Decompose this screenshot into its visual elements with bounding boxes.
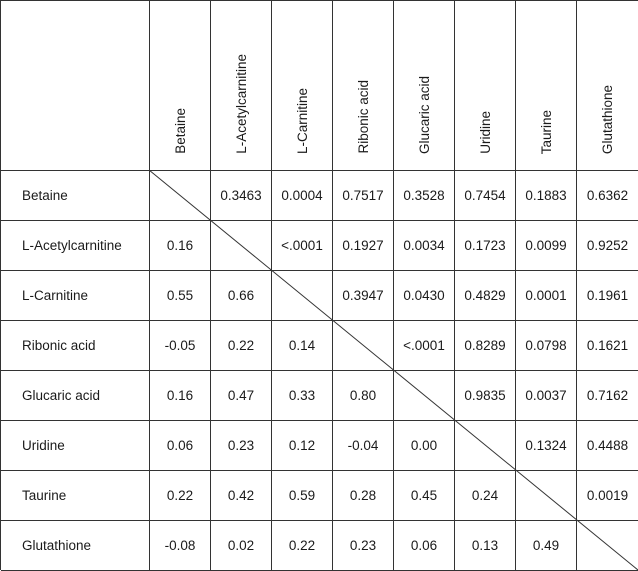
table-cell: 0.9252	[577, 221, 638, 271]
column-header-label: L-Carnitine	[294, 87, 310, 154]
column-header: Ribonic acid	[333, 1, 394, 171]
table-cell: <.0001	[394, 321, 455, 371]
table-cell: 0.0034	[394, 221, 455, 271]
table-cell: 0.0037	[516, 371, 577, 421]
row-header: Taurine	[1, 471, 150, 521]
table-cell: 0.16	[150, 371, 211, 421]
table-cell: 0.13	[455, 521, 516, 571]
table-cell: 0.80	[333, 371, 394, 421]
table-cell: 0.0004	[272, 171, 333, 221]
table-cell	[394, 371, 455, 421]
table-cell: 0.24	[455, 471, 516, 521]
column-header-label: Glucaric acid	[416, 75, 432, 154]
table-cell: 0.7517	[333, 171, 394, 221]
table-cell: -0.04	[333, 421, 394, 471]
table-cell: 0.0019	[577, 471, 638, 521]
table-cell: 0.0001	[516, 271, 577, 321]
table-cell	[272, 271, 333, 321]
table-cell: 0.7454	[455, 171, 516, 221]
table-cell: 0.0099	[516, 221, 577, 271]
table-cell: 0.23	[211, 421, 272, 471]
table-cell: 0.22	[211, 321, 272, 371]
table-cell: 0.8289	[455, 321, 516, 371]
table-cell: <.0001	[272, 221, 333, 271]
table-cell: 0.22	[150, 471, 211, 521]
table-cell: 0.1883	[516, 171, 577, 221]
column-header: Taurine	[516, 1, 577, 171]
column-header: Glucaric acid	[394, 1, 455, 171]
column-header: Betaine	[150, 1, 211, 171]
table-cell: 0.1324	[516, 421, 577, 471]
column-header-label: Uridine	[477, 111, 493, 154]
table-cell: 0.00	[394, 421, 455, 471]
table-cell: 0.28	[333, 471, 394, 521]
table-cell: 0.0430	[394, 271, 455, 321]
table-cell: 0.66	[211, 271, 272, 321]
row-header: L-Carnitine	[1, 271, 150, 321]
table-cell: 0.3528	[394, 171, 455, 221]
row-header: Ribonic acid	[1, 321, 150, 371]
table-cell: 0.3463	[211, 171, 272, 221]
table-cell: -0.08	[150, 521, 211, 571]
row-header: L-Acetylcarnitine	[1, 221, 150, 271]
table-cell: 0.1621	[577, 321, 638, 371]
table-cell: 0.3947	[333, 271, 394, 321]
column-header: L-Carnitine	[272, 1, 333, 171]
table-cell	[150, 171, 211, 221]
table-cell	[211, 221, 272, 271]
table-cell: 0.12	[272, 421, 333, 471]
column-header: Uridine	[455, 1, 516, 171]
table-cell: 0.49	[516, 521, 577, 571]
table-cell: 0.55	[150, 271, 211, 321]
table-cell: 0.02	[211, 521, 272, 571]
column-header: L-Acetylcarnitine	[211, 1, 272, 171]
row-header: Glutathione	[1, 521, 150, 571]
column-header-label: Betaine	[172, 108, 188, 154]
table-cell: 0.4488	[577, 421, 638, 471]
column-header-label: Taurine	[538, 109, 554, 154]
table-cell: 0.1927	[333, 221, 394, 271]
column-header-label: Ribonic acid	[355, 80, 371, 154]
table-cell: 0.0798	[516, 321, 577, 371]
table-cell: 0.22	[272, 521, 333, 571]
table-cell	[333, 321, 394, 371]
corner-cell	[1, 1, 150, 171]
table-cell	[577, 521, 638, 571]
table-cell: 0.6362	[577, 171, 638, 221]
row-header: Uridine	[1, 421, 150, 471]
table-cell: 0.1961	[577, 271, 638, 321]
table-cell	[516, 471, 577, 521]
table-cell: 0.45	[394, 471, 455, 521]
table-cell: 0.1723	[455, 221, 516, 271]
table-cell: 0.4829	[455, 271, 516, 321]
table-cell: 0.7162	[577, 371, 638, 421]
row-header: Betaine	[1, 171, 150, 221]
column-header-label: L-Acetylcarnitine	[233, 54, 249, 154]
table-cell: 0.06	[150, 421, 211, 471]
table-cell: 0.16	[150, 221, 211, 271]
row-header: Glucaric acid	[1, 371, 150, 421]
table-cell: 0.59	[272, 471, 333, 521]
column-header: Glutathione	[577, 1, 638, 171]
table-cell: 0.9835	[455, 371, 516, 421]
table-cell: -0.05	[150, 321, 211, 371]
table-cell: 0.23	[333, 521, 394, 571]
column-header-label: Glutathione	[600, 84, 615, 154]
table-cell: 0.06	[394, 521, 455, 571]
table-cell: 0.47	[211, 371, 272, 421]
table-cell: 0.33	[272, 371, 333, 421]
table-cell: 0.42	[211, 471, 272, 521]
table-cell: 0.14	[272, 321, 333, 371]
table-cell	[455, 421, 516, 471]
